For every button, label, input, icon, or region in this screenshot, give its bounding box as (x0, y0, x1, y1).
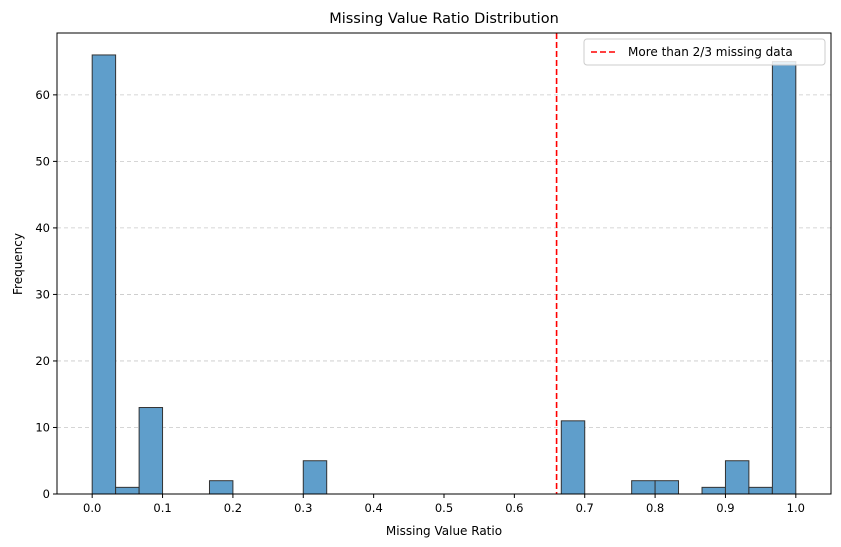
x-tick-label: 1.0 (787, 501, 805, 515)
x-tick-label: 0.7 (576, 501, 594, 515)
y-tick-label: 60 (35, 88, 50, 102)
x-tick-label: 0.6 (505, 501, 523, 515)
legend: More than 2/3 missing data (583, 38, 826, 66)
histogram-bar (115, 486, 140, 495)
y-tick-label: 30 (35, 287, 50, 301)
histogram-bar (560, 420, 586, 495)
bars (91, 54, 797, 495)
histogram-bar (701, 486, 726, 495)
x-axis-label: Missing Value Ratio (386, 524, 502, 538)
y-tick-label: 10 (35, 420, 50, 434)
y-tick-label: 0 (43, 487, 50, 501)
y-axis-label: Frequency (11, 233, 25, 295)
y-tick-label: 50 (35, 154, 50, 168)
histogram-bar (208, 480, 234, 495)
histogram-bar (654, 480, 680, 495)
legend-label: More than 2/3 missing data (628, 45, 793, 59)
y-tick-label: 20 (35, 354, 50, 368)
x-tick-label: 0.3 (294, 501, 312, 515)
histogram-bar (771, 61, 797, 495)
y-gridlines (57, 94, 831, 428)
x-tick-label: 0.9 (716, 501, 734, 515)
histogram-bar (724, 460, 750, 495)
histogram-bar (302, 460, 328, 495)
x-tick-label: 0.5 (435, 501, 453, 515)
plot-frame (56, 32, 832, 495)
x-tick-label: 0.0 (83, 501, 101, 515)
x-tick-label: 0.8 (646, 501, 664, 515)
x-tick-label: 0.2 (224, 501, 242, 515)
histogram-bar (91, 54, 117, 495)
y-tick-label: 40 (35, 221, 50, 235)
chart-title: Missing Value Ratio Distribution (329, 11, 559, 27)
x-axis: 0.0 0.1 0.2 0.3 0.4 0.5 0.6 0.7 0.8 0.9 1.0 (83, 494, 805, 515)
legend-box (583, 38, 826, 66)
histogram-bar (631, 480, 656, 495)
x-tick-label: 0.1 (153, 501, 171, 515)
y-axis: 0 10 20 30 40 50 60 (35, 88, 57, 501)
x-tick-label: 0.4 (364, 501, 382, 515)
histogram-bar (138, 407, 164, 495)
histogram-bar (748, 486, 773, 495)
